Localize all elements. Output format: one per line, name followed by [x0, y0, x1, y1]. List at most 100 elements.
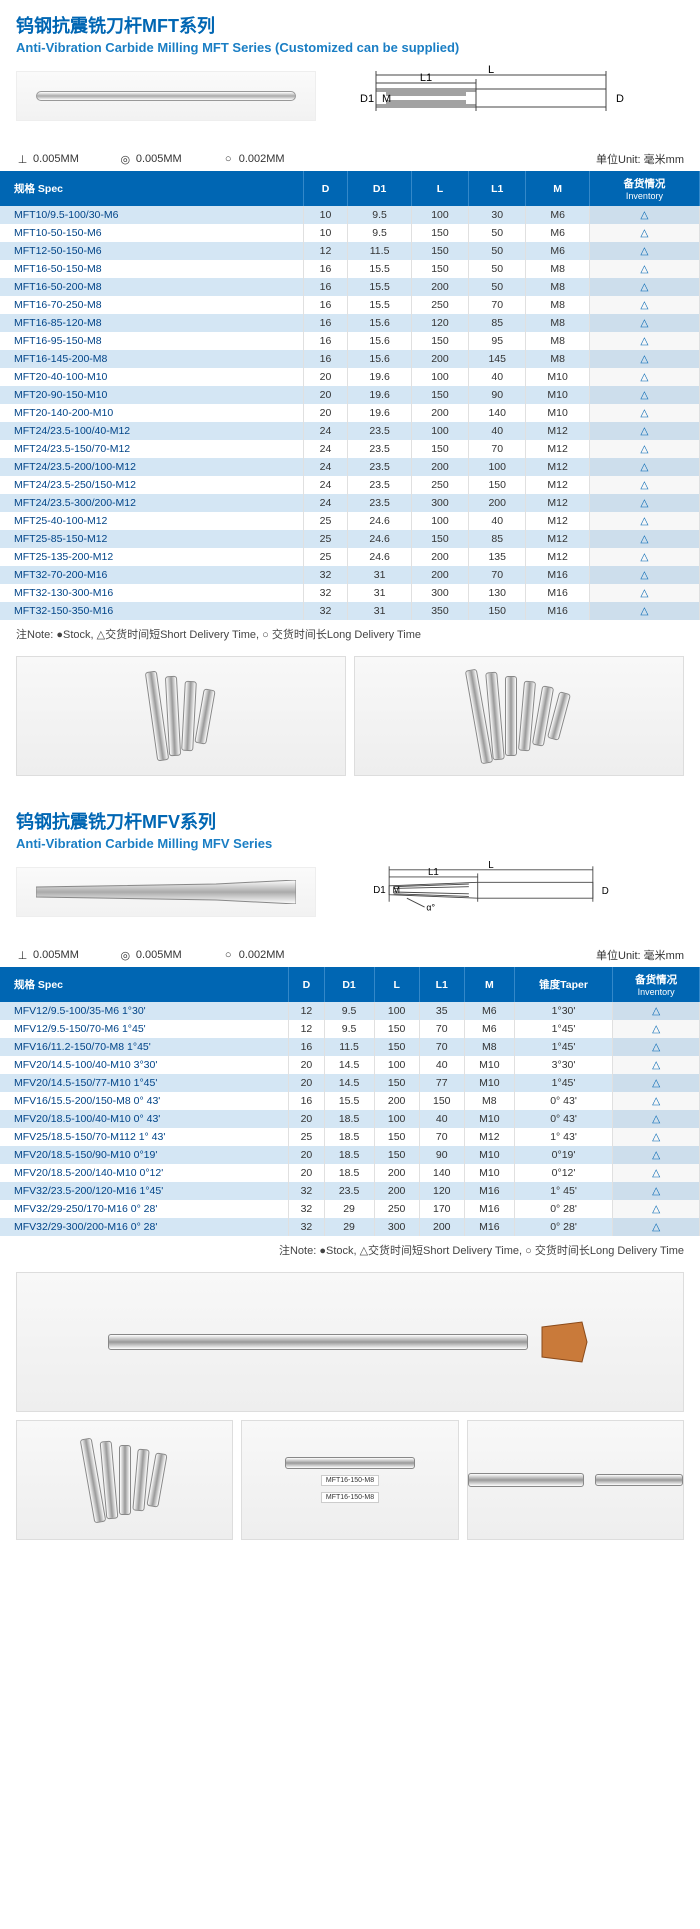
cell-D1: 19.6 — [348, 368, 412, 386]
cell-spec: MFT20-140-200-M10 — [0, 404, 303, 422]
cell-L1: 35 — [419, 1002, 464, 1020]
cell-inv: △ — [589, 458, 699, 476]
cell-D1: 15.5 — [348, 278, 412, 296]
cell-inv: △ — [589, 566, 699, 584]
cell-taper: 1°30' — [514, 1002, 612, 1020]
cell-L: 250 — [411, 296, 468, 314]
cell-inv: △ — [589, 548, 699, 566]
cell-D1: 11.5 — [324, 1038, 374, 1056]
cell-M: M8 — [526, 296, 590, 314]
cell-taper: 1° 45' — [514, 1182, 612, 1200]
cell-inv: △ — [613, 1056, 700, 1074]
cell-L: 300 — [374, 1218, 419, 1236]
cell-L: 150 — [374, 1074, 419, 1092]
cell-L1: 70 — [469, 296, 526, 314]
svg-text:L1: L1 — [428, 867, 439, 878]
cell-D: 20 — [289, 1056, 324, 1074]
table-row: MFV20/18.5-200/140-M10 0°12'2018.5200140… — [0, 1164, 700, 1182]
cell-taper: 1° 43' — [514, 1128, 612, 1146]
cell-M: M8 — [526, 350, 590, 368]
cell-L1: 90 — [419, 1146, 464, 1164]
cell-L1: 100 — [469, 458, 526, 476]
cell-D1: 31 — [348, 584, 412, 602]
cell-L: 150 — [411, 260, 468, 278]
cell-L1: 120 — [419, 1182, 464, 1200]
cell-L1: 30 — [469, 206, 526, 224]
cell-inv: △ — [589, 368, 699, 386]
table-row: MFV25/18.5-150/70-M112 1° 43'2518.515070… — [0, 1128, 700, 1146]
cell-D: 10 — [303, 224, 348, 242]
lbl-L1: L1 — [420, 72, 432, 84]
cell-spec: MFV32/29-250/170-M16 0° 28' — [0, 1200, 289, 1218]
cell-inv: △ — [589, 206, 699, 224]
cell-D1: 24.6 — [348, 530, 412, 548]
cell-D1: 23.5 — [348, 476, 412, 494]
cell-M: M6 — [464, 1002, 514, 1020]
cell-M: M10 — [526, 386, 590, 404]
cell-taper: 3°30' — [514, 1056, 612, 1074]
cell-inv: △ — [589, 332, 699, 350]
table-row: MFT16-50-150-M81615.515050M8△ — [0, 260, 700, 278]
cell-D1: 14.5 — [324, 1074, 374, 1092]
cell-D: 32 — [289, 1218, 324, 1236]
cell-M: M12 — [526, 548, 590, 566]
cell-D: 25 — [289, 1128, 324, 1146]
table-row: MFV16/11.2-150/70-M8 1°45'1611.515070M81… — [0, 1038, 700, 1056]
cell-L: 100 — [411, 368, 468, 386]
cell-D: 32 — [303, 584, 348, 602]
table-row: MFT32-130-300-M163231300130M16△ — [0, 584, 700, 602]
cell-D: 24 — [303, 476, 348, 494]
mft-thumb-1 — [16, 656, 346, 776]
cell-D1: 24.6 — [348, 512, 412, 530]
cell-M: M16 — [526, 602, 590, 620]
cell-D1: 15.5 — [348, 260, 412, 278]
col-L1: L1 — [419, 967, 464, 1002]
cell-D: 24 — [303, 458, 348, 476]
tol-conc: 0.005MM — [136, 153, 182, 165]
cell-spec: MFT25-135-200-M12 — [0, 548, 303, 566]
cell-L: 350 — [411, 602, 468, 620]
cell-D1: 31 — [348, 566, 412, 584]
cell-D: 20 — [289, 1110, 324, 1128]
cell-D: 12 — [289, 1002, 324, 1020]
cell-D1: 19.6 — [348, 386, 412, 404]
cell-spec: MFV32/23.5-200/120-M16 1°45' — [0, 1182, 289, 1200]
mft-note: 注Note: ●Stock, △交货时间短Short Delivery Time… — [0, 620, 700, 652]
cell-inv: △ — [589, 404, 699, 422]
cell-D: 16 — [303, 278, 348, 296]
cell-M: M16 — [464, 1200, 514, 1218]
table-row: MFT16-50-200-M81615.520050M8△ — [0, 278, 700, 296]
mfv-tolerance-row: ⊥0.005MM ◎0.005MM ○0.002MM 单位Unit: 毫米mm — [0, 941, 700, 967]
cell-D1: 9.5 — [348, 206, 412, 224]
cell-taper: 1°45' — [514, 1020, 612, 1038]
cell-spec: MFT24/23.5-250/150-M12 — [0, 476, 303, 494]
cell-D1: 18.5 — [324, 1146, 374, 1164]
cell-spec: MFV32/29-300/200-M16 0° 28' — [0, 1218, 289, 1236]
cell-D: 25 — [303, 512, 348, 530]
cell-L1: 150 — [469, 476, 526, 494]
cell-inv: △ — [589, 242, 699, 260]
mft-table: 规格 Spec D D1 L L1 M 备货情况Inventory MFT10/… — [0, 171, 700, 620]
table-row: MFV12/9.5-100/35-M6 1°30'129.510035M61°3… — [0, 1002, 700, 1020]
circ-icon: ○ — [222, 153, 235, 165]
cell-spec: MFT24/23.5-150/70-M12 — [0, 440, 303, 458]
cell-L: 250 — [411, 476, 468, 494]
cell-inv: △ — [613, 1182, 700, 1200]
cell-L1: 70 — [469, 440, 526, 458]
cell-L1: 95 — [469, 332, 526, 350]
cell-L: 150 — [374, 1128, 419, 1146]
mfv-thumb-3 — [467, 1420, 684, 1540]
cell-spec: MFT25-40-100-M12 — [0, 512, 303, 530]
cell-M: M12 — [526, 476, 590, 494]
tol-circ: 0.002MM — [239, 153, 285, 165]
cell-L1: 150 — [469, 602, 526, 620]
mfv-title-en: Anti-Vibration Carbide Milling MFV Serie… — [16, 836, 684, 851]
mft-title-en: Anti-Vibration Carbide Milling MFT Serie… — [16, 40, 684, 55]
svg-text:L: L — [488, 861, 494, 871]
cell-spec: MFT10-50-150-M6 — [0, 224, 303, 242]
mft-thead: 规格 Spec D D1 L L1 M 备货情况Inventory — [0, 171, 700, 206]
cell-M: M8 — [526, 260, 590, 278]
cell-M: M8 — [464, 1092, 514, 1110]
table-row: MFT16-95-150-M81615.615095M8△ — [0, 332, 700, 350]
cell-spec: MFT32-150-350-M16 — [0, 602, 303, 620]
